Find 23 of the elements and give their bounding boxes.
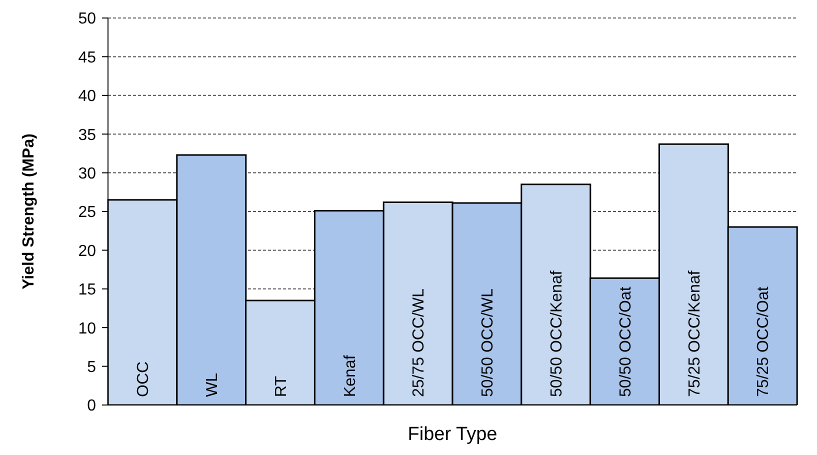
y-tick-label: 20 [78, 242, 96, 260]
y-tick-label: 50 [78, 10, 96, 28]
y-tick-label: 45 [78, 49, 96, 66]
x-tick-label: 50/50 OCC/Oat [617, 286, 634, 397]
x-tick-label: 50/50 OCC/Kenaf [548, 270, 566, 397]
x-tick-label: WL [204, 372, 221, 397]
x-tick-label: 75/25 OCC/Kenaf [686, 270, 704, 397]
y-tick-label: 25 [78, 204, 96, 222]
y-tick-label: 0 [87, 398, 96, 415]
y-tick-label: 10 [78, 320, 96, 338]
x-axis-title: Fiber Type [408, 424, 498, 445]
y-tick-label: 35 [78, 126, 96, 144]
y-axis-title: Yield Strength (MPa) [20, 134, 38, 290]
x-tick-label: 25/75 OCC/WL [410, 288, 428, 397]
x-tick-label: 50/50 OCC/WL [480, 288, 497, 397]
y-tick-label: 30 [78, 165, 96, 182]
y-tick-label: 5 [87, 358, 96, 376]
x-tick-label: Kenaf [342, 354, 359, 397]
x-tick-label: RT [272, 376, 290, 397]
x-tick-label: 75/25 OCC/Oat [755, 286, 772, 397]
x-tick-label: OCC [135, 361, 152, 397]
y-tick-label: 40 [78, 88, 96, 106]
y-tick-label: 15 [78, 282, 96, 299]
